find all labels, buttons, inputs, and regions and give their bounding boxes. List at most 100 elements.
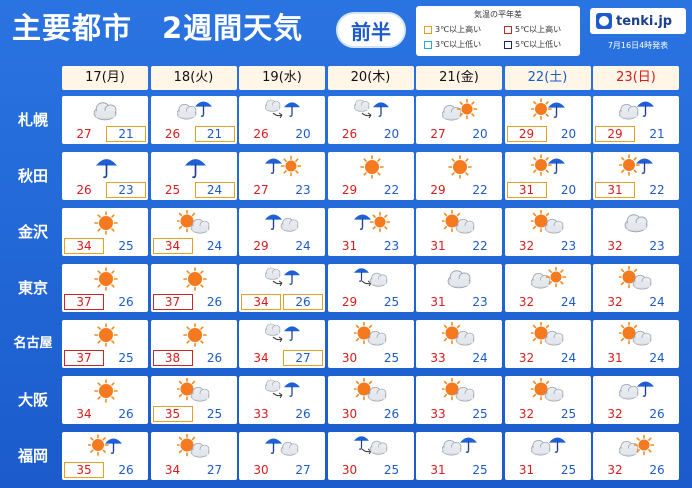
legend-item-warm5: 5℃以上高い [504,24,561,35]
legend-label: 5℃以上低い [515,40,562,49]
day-forecast-cell: 31 25 [416,432,502,480]
date-cell: 19(水) [239,66,325,90]
max-temp: 29 [253,239,269,253]
rain-icon [184,159,206,179]
cloud-rain-icon [442,437,477,456]
sun-cloud-icon [176,210,209,234]
day-forecast-cell: 37 26 [150,264,237,312]
max-temp: 32 [607,463,623,477]
max-temp: 30 [341,351,358,365]
sun-icon [182,323,207,347]
min-temp: 24 [295,239,311,253]
day-forecast-cell: 35 25 [150,376,237,424]
day-forecast-cell: 31 25 [504,432,591,480]
day-forecast-cell: 27 23 [239,152,325,200]
max-temp: 26 [341,127,358,141]
legend-swatch [424,40,432,49]
min-temp: 23 [649,239,665,253]
max-temp: 31 [518,463,535,477]
min-temp: 24 [560,351,577,365]
max-temp: 26 [253,127,269,141]
cloud-then-rain-icon [353,99,389,119]
day-forecast-cell: 32 26 [593,376,679,424]
min-temp: 23 [383,239,400,253]
min-temp: 27 [295,463,311,477]
sun-rain-icon [530,98,565,120]
day-forecast-cell: 30 25 [327,432,414,480]
sun-cloud-icon [619,266,652,290]
max-temp: 29 [341,295,358,309]
rain-sun-icon [265,155,301,177]
city-row: 札幌 27 21 26 21 26 20 26 20 27 20 29 20 29 21 [6,94,686,146]
sun-rain-icon [619,154,653,176]
sun-cloud-icon [176,378,209,402]
issued-time: 7月16日4時発表 [607,41,669,50]
sun-cloud-icon [619,322,652,346]
legend-item-cool5: 5℃以上低い [504,39,561,50]
sun-icon [94,211,118,235]
min-temp: 25 [118,351,134,365]
max-temp: 37 [152,294,193,310]
max-temp: 27 [253,183,269,197]
legend-item-cool3: 3℃以上低い [424,39,481,50]
min-temp: 25 [560,407,577,421]
sun-rain-icon [530,154,565,176]
cloud-icon [447,270,471,289]
min-temp: 20 [295,127,311,141]
day-forecast-cell: 34 27 [239,320,325,368]
min-temp: 26 [295,407,311,421]
sun-icon [448,155,472,179]
max-temp: 35 [152,406,193,422]
day-forecast-cell: 31 23 [416,264,502,312]
min-temp: 22 [472,183,488,197]
rain-then-cloud-icon [353,436,387,455]
max-temp: 32 [607,295,623,309]
max-temp: 25 [164,183,181,197]
min-temp: 26 [206,351,223,365]
date-cell: 21(金) [416,66,502,90]
legend-label: 5℃以上高い [515,25,562,34]
cloud-sun-icon [442,98,478,121]
day-forecast-cell: 31 23 [327,208,414,256]
legend-label: 3℃以上低い [435,40,482,49]
day-forecast-cell: 27 21 [62,96,148,144]
page-title: 主要都市 2週間天気 [12,11,304,45]
day-forecast-cell: 26 23 [62,152,148,200]
date-cell: 22(土) [504,66,591,90]
cloud-rain-icon [619,381,654,400]
city-row: 金沢 34 25 34 24 29 24 31 23 31 22 32 23 32 23 [6,206,686,258]
sun-icon [94,379,118,403]
min-temp: 27 [206,463,223,477]
sun-cloud-icon [442,322,475,346]
legend-item-warm3: 3℃以上高い [424,24,481,35]
day-forecast-cell: 26 21 [150,96,237,144]
min-temp: 20 [383,127,400,141]
tenki-logo[interactable]: tenki.jp [590,8,686,34]
min-temp: 24 [560,295,577,309]
sun-cloud-icon [353,378,386,402]
cloud-then-rain-icon [265,99,300,119]
sun-icon [359,155,384,179]
max-temp: 27 [76,127,92,141]
half-badge: 前半 [336,12,406,48]
city-row: 東京 37 26 37 26 34 26 29 25 31 23 32 24 32 24 [6,262,686,314]
min-temp: 22 [649,183,665,197]
sun-cloud-icon [530,210,563,234]
date-cell: 17(月) [62,66,148,90]
day-forecast-cell: 32 24 [593,264,679,312]
max-temp: 29 [341,183,358,197]
day-forecast-cell: 31 22 [593,152,679,200]
day-forecast-cell: 33 26 [239,376,325,424]
sun-cloud-icon [442,378,475,402]
day-forecast-cell: 33 24 [416,320,502,368]
max-temp: 38 [152,350,193,366]
day-forecast-cell: 35 26 [62,432,148,480]
min-temp: 26 [118,407,134,421]
cloud-icon [93,102,117,121]
max-temp: 30 [341,407,358,421]
city-name: 東京 [17,279,48,297]
rain-sun-icon [353,211,390,233]
date-header-row: 17(月) 18(火) 19(水) 20(木) 21(金) 22(土) 23(日) [62,66,682,90]
max-temp: 34 [241,294,281,310]
min-temp: 26 [206,295,223,309]
